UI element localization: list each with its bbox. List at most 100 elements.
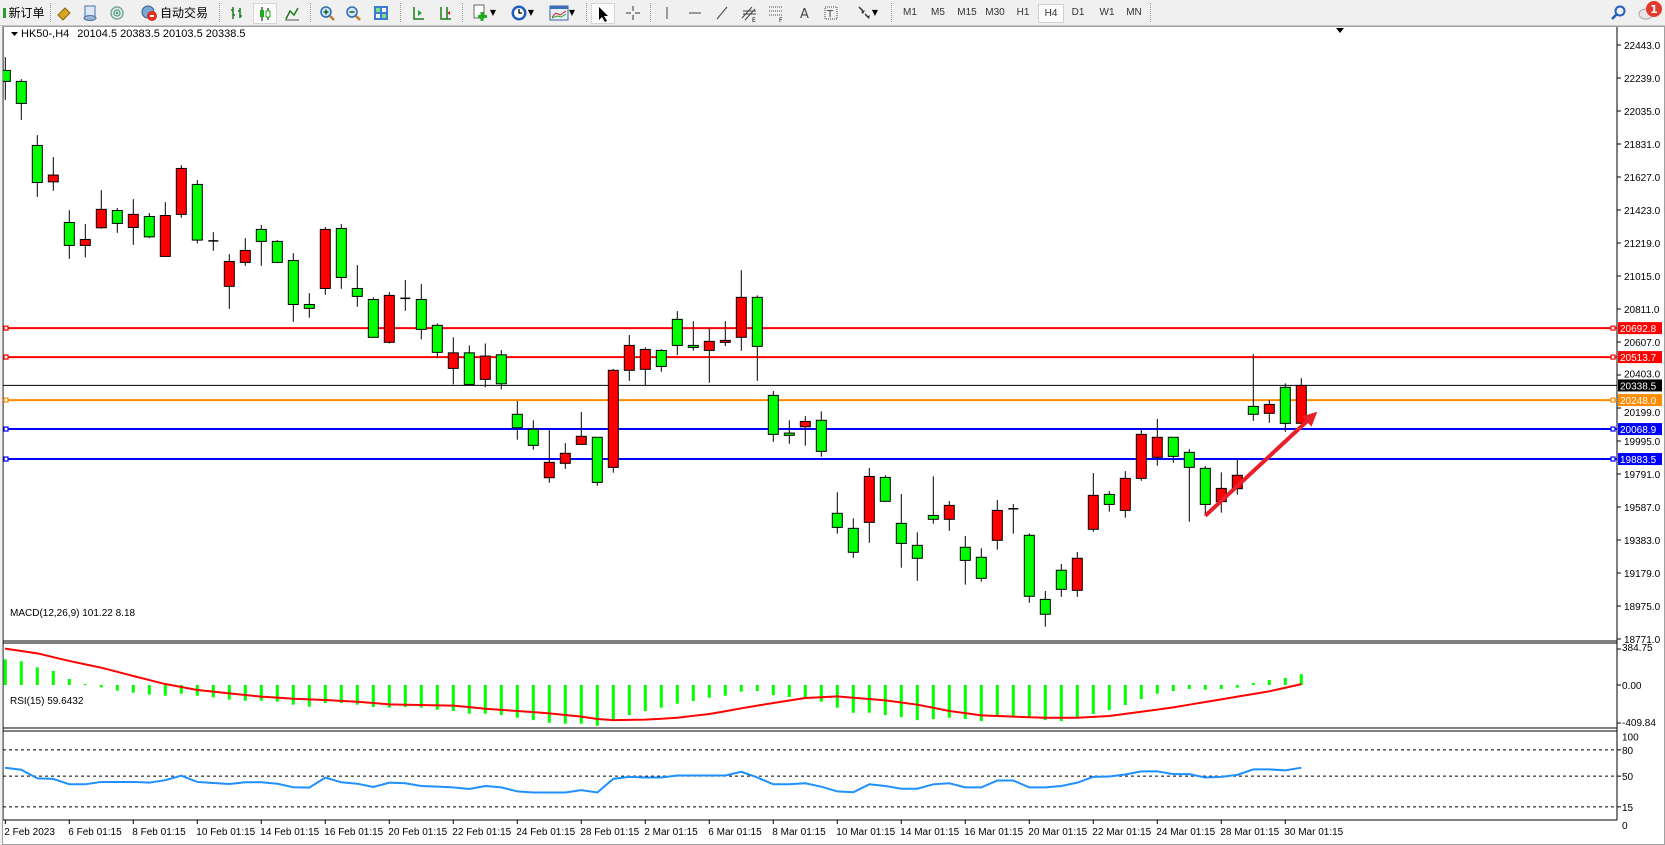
signals-button[interactable] <box>106 3 128 22</box>
horizontal-line-button[interactable] <box>684 3 706 22</box>
macd-histogram-bar <box>675 685 679 704</box>
text-label-button[interactable]: T <box>820 3 842 22</box>
macd-histogram-bar <box>67 679 71 685</box>
candle-body <box>287 259 299 305</box>
auto-trade-button[interactable]: 自动交易 <box>132 3 216 22</box>
candle-body <box>495 354 507 385</box>
candle <box>735 270 747 351</box>
templates-button[interactable]: ▼ <box>544 3 580 22</box>
new-order-button[interactable]: 新订单 <box>1 3 47 22</box>
candle-body <box>655 349 667 367</box>
time-tick-label: 22 Feb 01:15 <box>452 827 511 838</box>
price-tick-label: 20607.0 <box>1624 338 1661 349</box>
macd-histogram-bar <box>147 685 151 695</box>
new-order-label: 新订单 <box>8 6 45 20</box>
timeframe-d1-button[interactable]: D1 <box>1071 7 1085 18</box>
cursor-button[interactable] <box>591 3 615 24</box>
time-tick-label: 6 Mar 01:15 <box>708 827 762 838</box>
arrows-button[interactable]: ▼ <box>852 3 882 22</box>
macd-histogram-bar <box>643 685 647 712</box>
line-chart-icon <box>285 7 299 20</box>
rsi-tick-label: 80 <box>1622 746 1634 757</box>
price-tick-label: 19791.0 <box>1624 470 1661 481</box>
macd-histogram-bar <box>659 685 663 708</box>
search-button[interactable] <box>1608 3 1628 22</box>
macd-histogram-bar <box>291 685 295 705</box>
time-tick-label: 24 Mar 01:15 <box>1156 827 1215 838</box>
candle <box>47 157 59 191</box>
time-tick-label: 28 Mar 01:15 <box>1220 827 1279 838</box>
text-button[interactable]: A <box>794 3 816 22</box>
zoom-in-button[interactable] <box>316 3 338 22</box>
candle-body <box>799 420 811 428</box>
current-price-label: 20338.5 <box>1620 381 1657 392</box>
macd-tick-label: -409.84 <box>1622 718 1656 729</box>
timeframe-w1-button[interactable]: W1 <box>1099 7 1115 18</box>
timeframe-m1-button[interactable]: M1 <box>903 7 917 18</box>
timeframe-m30-button[interactable]: M30 <box>985 7 1005 18</box>
gold-button[interactable] <box>54 3 74 22</box>
periods-button[interactable]: ▼ <box>506 3 538 22</box>
candle-body <box>367 298 379 338</box>
macd-histogram-bar <box>51 670 55 685</box>
candle-body <box>671 318 683 346</box>
accounts-button[interactable] <box>80 3 100 22</box>
chart-shift-button[interactable] <box>434 3 456 22</box>
price-tick-label: 20811.0 <box>1624 305 1660 316</box>
auto-scroll-button[interactable] <box>407 3 429 22</box>
candle <box>863 468 875 543</box>
timeframe-m5-button[interactable]: M5 <box>931 7 945 18</box>
line-anchor-handle <box>3 354 9 360</box>
tile-windows-icon <box>374 5 388 20</box>
macd-histogram-bar <box>83 684 87 686</box>
time-tick-label: 2 Mar 01:15 <box>644 827 698 838</box>
candle-body <box>1087 494 1099 530</box>
timeframe-m15-button[interactable]: M15 <box>957 7 977 18</box>
svg-text:T: T <box>826 9 834 20</box>
timeframe-h4-button[interactable]: H4 <box>1038 4 1064 23</box>
candle <box>1295 378 1307 424</box>
macd-histogram-bar <box>1091 685 1095 714</box>
bar-chart-button[interactable] <box>226 3 248 22</box>
candle <box>991 500 1003 550</box>
candle-body <box>255 228 267 242</box>
price-line-label: 20692.8 <box>1620 324 1657 335</box>
candle-body <box>3 69 11 82</box>
line-anchor-handle <box>3 325 9 331</box>
candle-body <box>1279 386 1291 424</box>
timeframe-mn-button[interactable]: MN <box>1126 7 1142 18</box>
candle-body <box>351 287 363 297</box>
line-chart-button[interactable] <box>281 3 303 22</box>
indicators-button[interactable]: ▼ <box>467 3 501 22</box>
vertical-line-button[interactable] <box>656 3 678 22</box>
macd-histogram-bar <box>563 685 567 724</box>
fibonacci-button[interactable]: F <box>765 3 787 22</box>
tile-windows-button[interactable] <box>370 3 392 22</box>
candlestick-button[interactable] <box>253 3 277 24</box>
macd-histogram-bar <box>1059 685 1063 722</box>
candle-body <box>719 339 731 343</box>
candle-body <box>911 544 923 559</box>
candle-body <box>879 476 891 502</box>
candle-body <box>703 340 715 351</box>
equidistant-channel-button[interactable]: E <box>738 3 760 22</box>
candle-body <box>463 352 475 385</box>
macd-histogram-bar <box>851 685 855 713</box>
candle-body <box>447 352 459 369</box>
macd-histogram-bar <box>99 685 103 688</box>
price-chart[interactable]: 22443.0 22239.0 22035.0 21831.0 21627.0 21423… <box>3 27 1664 844</box>
crosshair-button[interactable] <box>622 3 644 22</box>
candle <box>79 224 91 258</box>
zoom-out-button[interactable] <box>342 3 364 22</box>
trendline-button[interactable] <box>711 3 733 22</box>
time-tick-label: 14 Feb 01:15 <box>260 827 319 838</box>
gold-icon <box>57 6 71 21</box>
candle <box>479 343 491 388</box>
candle-body <box>431 324 443 353</box>
candle-body <box>239 249 251 263</box>
price-line-label-bg <box>1618 423 1662 436</box>
timeframe-h1-button[interactable]: H1 <box>1016 7 1030 18</box>
price-line-label: 20068.9 <box>1620 425 1657 436</box>
candle <box>527 420 539 450</box>
chart-window[interactable]: 22443.0 22239.0 22035.0 21831.0 21627.0 21423… <box>2 26 1665 845</box>
